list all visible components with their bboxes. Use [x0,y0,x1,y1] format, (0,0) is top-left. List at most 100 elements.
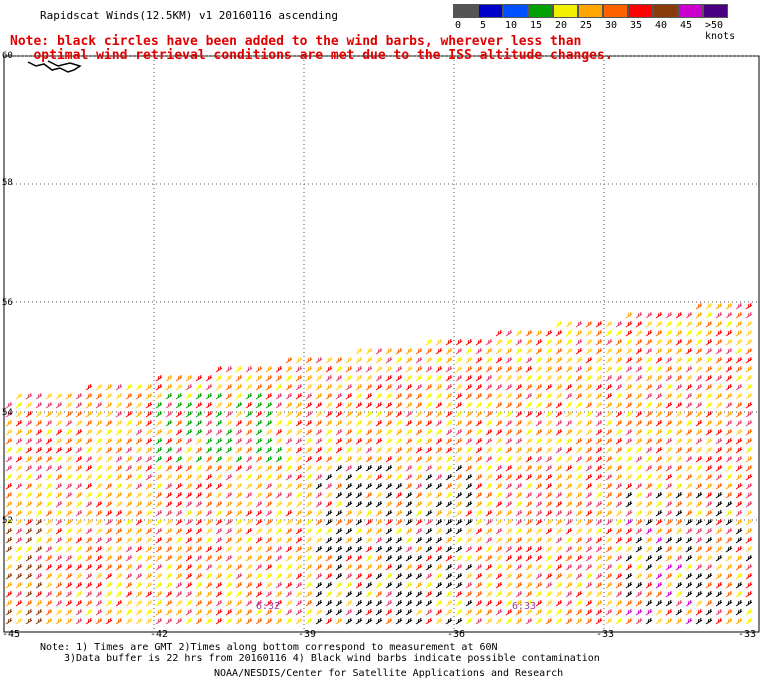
wind-barb [185,590,193,598]
wind-barb [485,500,493,508]
wind-barb [505,563,513,571]
wind-barb [505,410,513,418]
wind-barb [505,617,513,625]
wind-barb [95,473,103,481]
wind-barb [265,455,273,463]
wind-barb [595,527,603,535]
wind-barb [385,491,393,499]
wind-barb [695,347,703,355]
wind-barb [415,437,423,445]
wind-barb [225,455,233,463]
wind-barb [165,374,173,382]
wind-barb [15,419,23,427]
wind-barb [495,482,503,490]
wind-barb [675,428,683,436]
wind-barb [415,401,423,409]
wind-barb [485,599,493,607]
wind-barb [165,482,173,490]
wind-barb [535,329,543,337]
wind-barb [665,410,673,418]
wind-barb [215,599,223,607]
wind-barb [535,518,543,526]
wind-barb [735,599,743,607]
wind-barb [525,464,533,472]
wind-barb [25,536,33,544]
wind-barb [685,545,693,553]
wind-barb [265,581,273,589]
wind-barb [245,383,253,391]
wind-barb [365,437,373,445]
wind-barb [275,374,283,382]
wind-barb [695,311,703,319]
wind-barb [535,365,543,373]
wind-barb [45,410,53,418]
wind-barb [125,590,133,598]
wind-barb [135,455,143,463]
wind-barb [445,500,453,508]
wind-barb [375,419,383,427]
wind-barb [155,374,163,382]
wind-barb [355,617,363,625]
wind-barb [315,437,323,445]
wind-barb [725,563,733,571]
wind-barb [525,383,533,391]
wind-barb [35,500,43,508]
wind-barb [695,482,703,490]
wind-barb [505,482,513,490]
wind-barb [175,455,183,463]
wind-barb [555,383,563,391]
wind-barb [545,608,553,616]
wind-barb [325,491,333,499]
wind-barb [45,473,53,481]
wind-barb [155,410,163,418]
wind-barb [105,473,113,481]
wind-barb [275,437,283,445]
wind-barb [495,572,503,580]
wind-barb [95,536,103,544]
wind-barb [115,527,123,535]
wind-barb [55,509,63,517]
wind-barb [325,581,333,589]
wind-barb [735,536,743,544]
wind-barb [535,347,543,355]
wind-barb [545,329,553,337]
wind-barb [605,572,613,580]
wind-barb [635,419,643,427]
wind-barb [545,527,553,535]
wind-barb [125,545,133,553]
wind-barb [195,401,203,409]
wind-barb [135,572,143,580]
wind-barb [255,482,263,490]
wind-barb [265,527,273,535]
legend-label: 30 [605,20,618,31]
wind-barb [405,590,413,598]
wind-barb [735,455,743,463]
wind-barb [345,428,353,436]
wind-barb [525,455,533,463]
wind-barb [365,428,373,436]
wind-barb [635,527,643,535]
wind-barb [525,590,533,598]
wind-barb [235,599,243,607]
wind-barb [205,410,213,418]
wind-barb [125,473,133,481]
wind-barb [475,599,483,607]
wind-barb [275,401,283,409]
wind-barb [55,608,63,616]
wind-barb [595,482,603,490]
wind-barb [515,590,523,598]
wind-barb [235,563,243,571]
wind-barb [25,599,33,607]
wind-barb [175,518,183,526]
wind-barb [115,545,123,553]
wind-barb [315,464,323,472]
wind-barb [25,545,33,553]
wind-barb [515,500,523,508]
lon-label-39: -39 [298,629,317,640]
wind-barb [245,482,253,490]
wind-barb [735,329,743,337]
wind-barb [575,491,583,499]
wind-barb [15,437,23,445]
wind-barb [555,545,563,553]
wind-barb [55,446,63,454]
